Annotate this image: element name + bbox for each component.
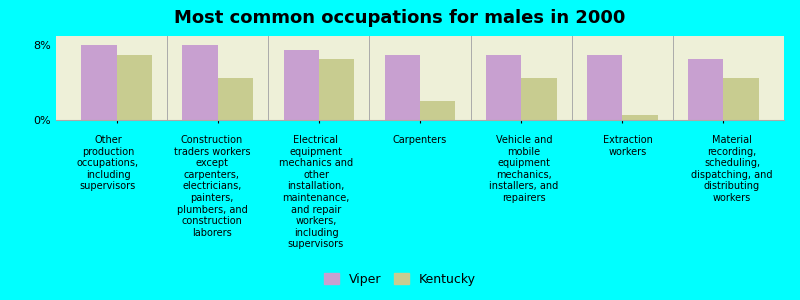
Bar xyxy=(117,55,152,120)
Bar xyxy=(521,78,557,120)
Text: Vehicle and
mobile
equipment
mechanics,
installers, and
repairers: Vehicle and mobile equipment mechanics, … xyxy=(490,135,558,203)
Bar xyxy=(182,45,218,120)
Text: Extraction
workers: Extraction workers xyxy=(603,135,653,157)
Text: Material
recording,
scheduling,
dispatching, and
distributing
workers: Material recording, scheduling, dispatch… xyxy=(691,135,773,203)
Text: Most common occupations for males in 2000: Most common occupations for males in 200… xyxy=(174,9,626,27)
Legend: Viper, Kentucky: Viper, Kentucky xyxy=(319,268,481,291)
Bar xyxy=(723,78,758,120)
Bar xyxy=(319,59,354,120)
Bar xyxy=(283,50,319,120)
Bar xyxy=(486,55,521,120)
Bar xyxy=(688,59,723,120)
Text: Other
production
occupations,
including
supervisors: Other production occupations, including … xyxy=(77,135,139,191)
Bar xyxy=(82,45,117,120)
Text: Electrical
equipment
mechanics and
other
installation,
maintenance,
and repair
w: Electrical equipment mechanics and other… xyxy=(279,135,353,249)
Bar xyxy=(420,101,455,120)
Bar xyxy=(587,55,622,120)
Text: Carpenters: Carpenters xyxy=(393,135,447,145)
Bar xyxy=(218,78,253,120)
Bar xyxy=(622,115,658,120)
Text: Construction
traders workers
except
carpenters,
electricians,
painters,
plumbers: Construction traders workers except carp… xyxy=(174,135,250,238)
Bar xyxy=(385,55,420,120)
